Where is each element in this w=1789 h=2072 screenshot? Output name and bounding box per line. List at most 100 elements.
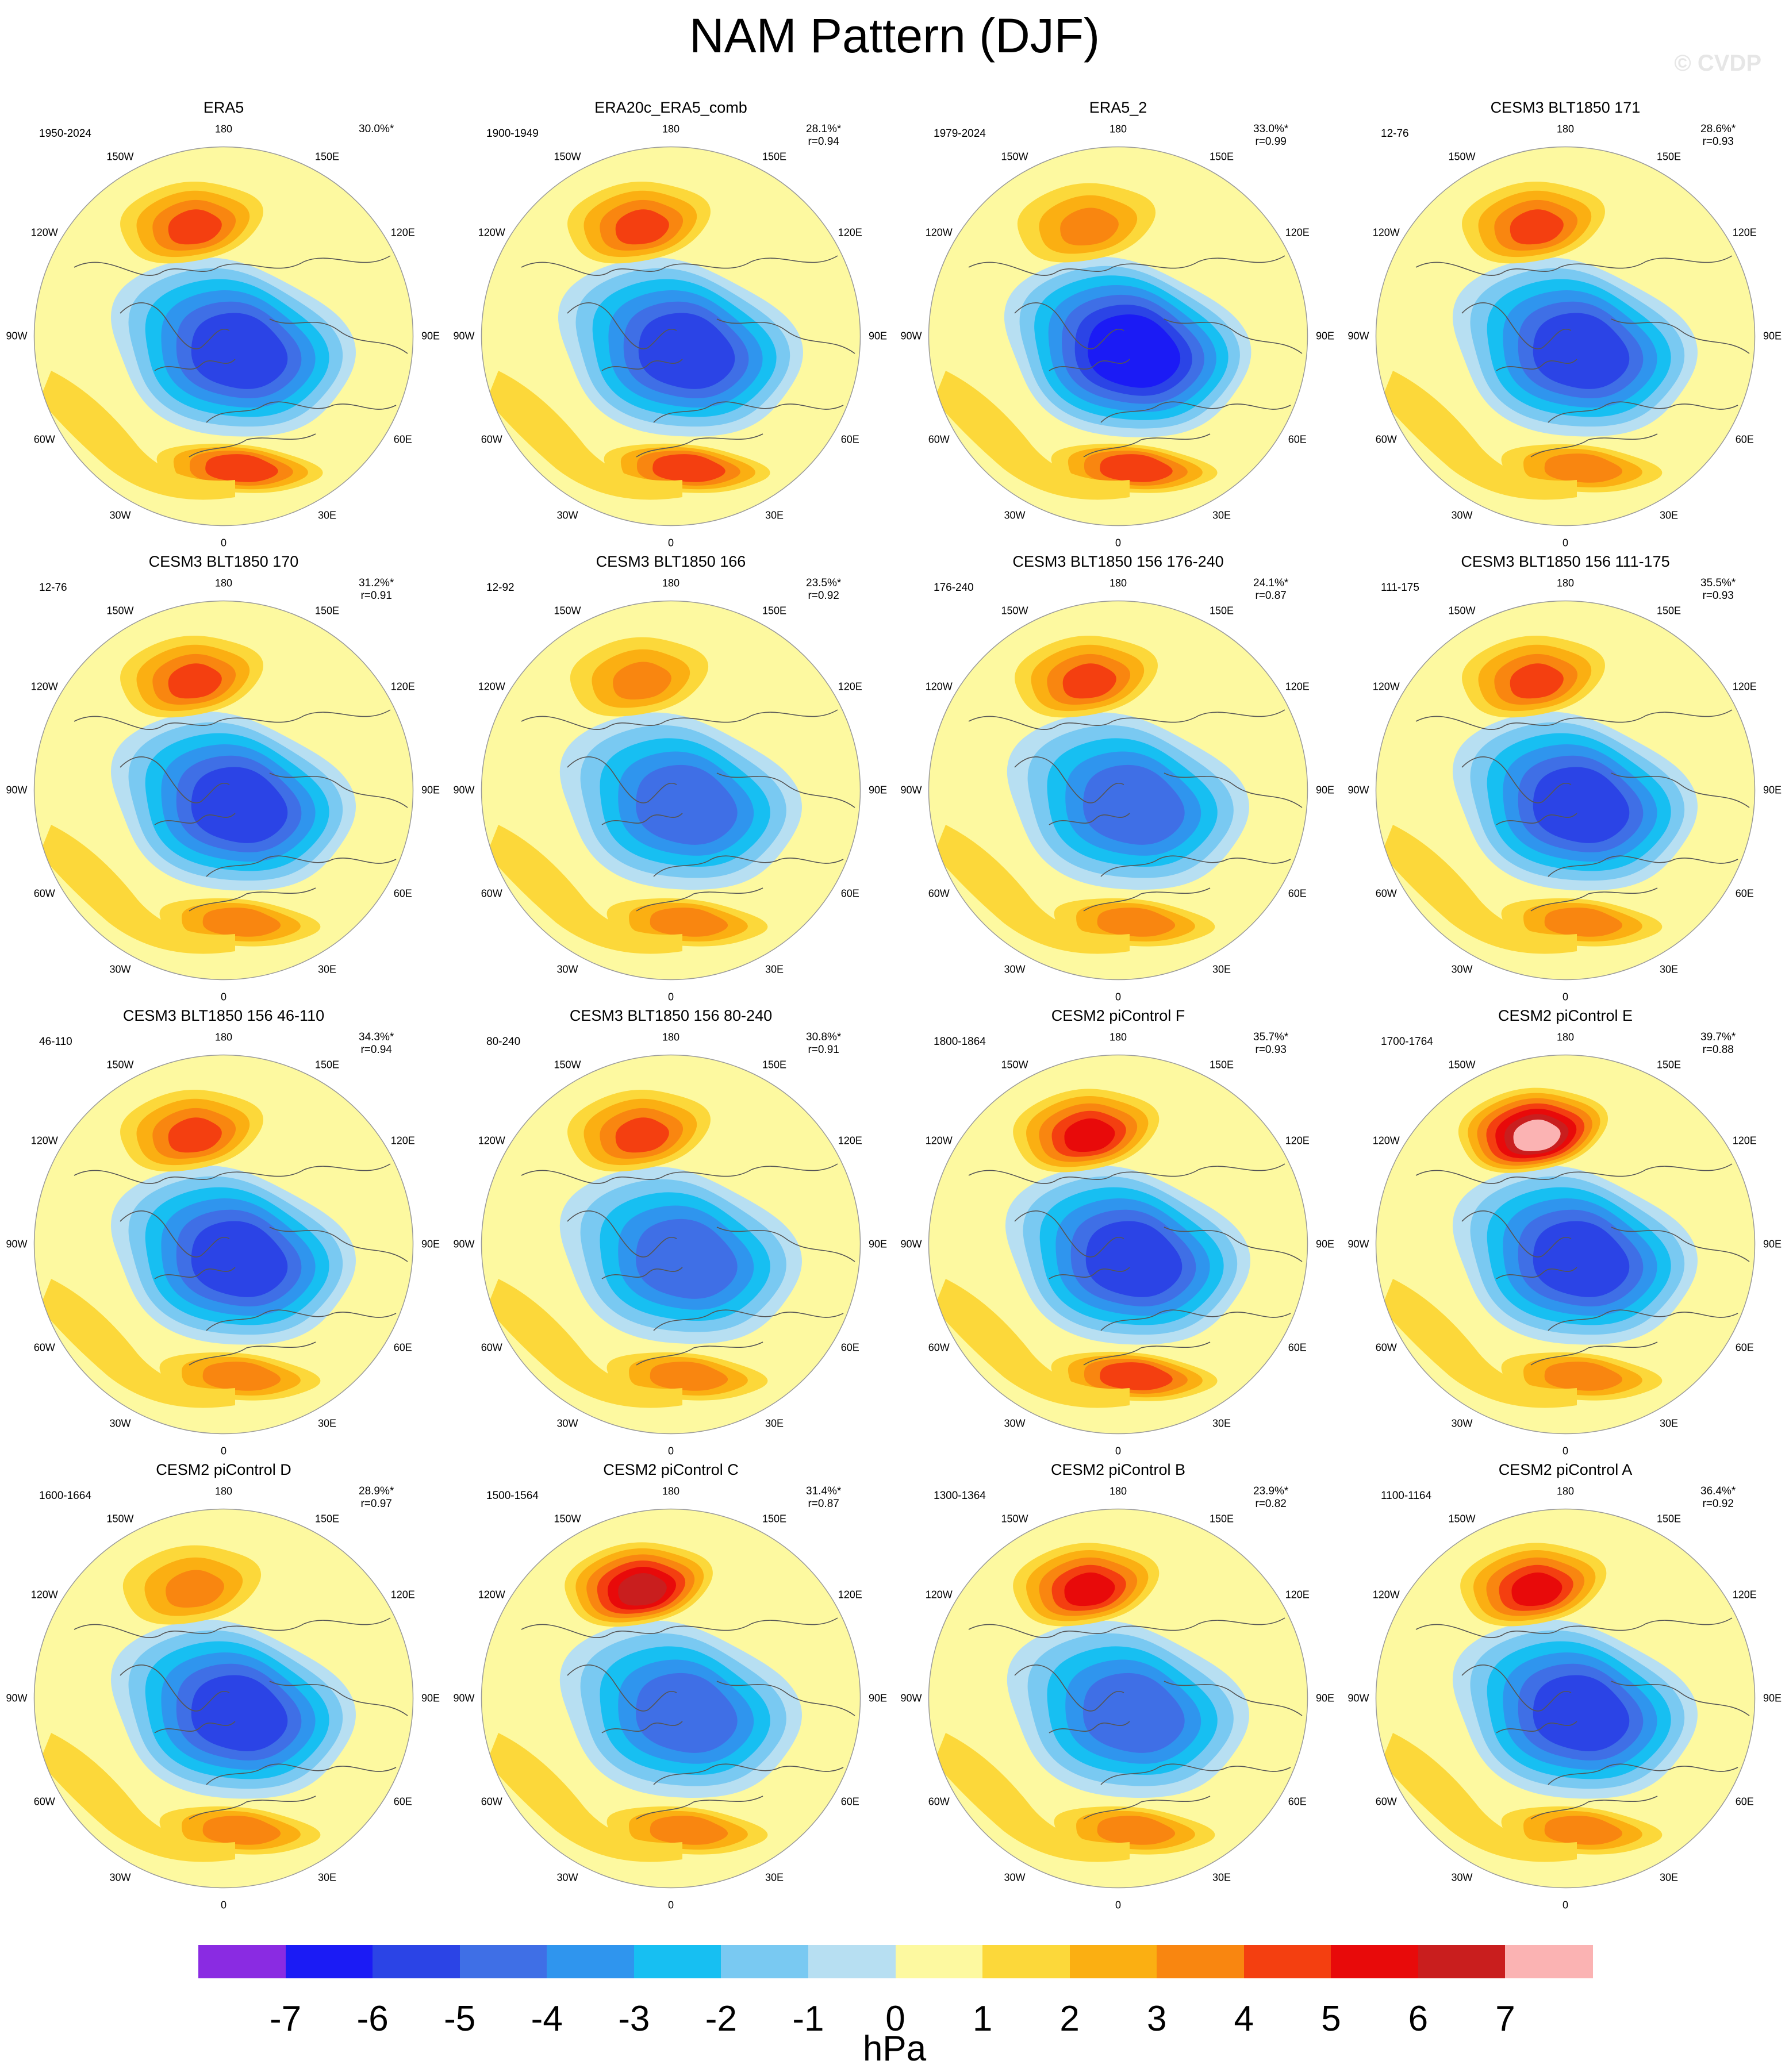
panel-title: CESM3 BLT1850 156 111-175 <box>1461 553 1670 570</box>
explained-variance: 31.4%* <box>806 1485 842 1497</box>
coastline <box>1548 1309 1738 1331</box>
longitude-label: 180 <box>662 577 680 589</box>
cvdp-watermark: © CVDP <box>1674 51 1761 76</box>
longitude-label: 120E <box>838 226 862 239</box>
longitude-label: 30W <box>556 1417 578 1429</box>
polar-map <box>33 146 414 526</box>
panel-stats: 23.5%* r=0.92 <box>806 577 841 602</box>
coastline <box>1049 359 1130 371</box>
longitude-label: 30E <box>1659 1871 1679 1883</box>
coastline <box>1548 1763 1738 1785</box>
coastline <box>567 302 677 349</box>
colorbar-swatch <box>1243 1945 1331 1978</box>
low-pressure-contour <box>1085 1221 1183 1297</box>
figure-title: NAM Pattern (DJF) <box>689 9 1100 63</box>
longitude-label: 60W <box>928 887 950 899</box>
longitude-label: 120W <box>1372 1589 1400 1601</box>
pacific-high-contour <box>1064 1118 1115 1152</box>
longitude-label: 120W <box>1372 681 1400 693</box>
longitude-label: 30W <box>109 1871 131 1883</box>
panel-stats: 31.2%* r=0.91 <box>359 577 394 602</box>
longitude-label: 60W <box>928 1796 950 1808</box>
panel-stats: 36.4%* r=0.92 <box>1700 1485 1736 1510</box>
polar-map <box>1375 600 1756 981</box>
atlantic-high-contour <box>1544 1362 1623 1391</box>
longitude-label: 60E <box>1288 433 1307 445</box>
longitude-label: 60E <box>393 1341 412 1354</box>
polar-map <box>481 1508 861 1889</box>
longitude-label: 30E <box>317 1871 337 1883</box>
panel-stats: 28.1%* r=0.94 <box>806 123 841 148</box>
map-panel: CESM2 piControl B 1300-1364 23.9%* r=0.82 18… <box>894 1460 1342 1914</box>
longitude-label: 150W <box>554 1513 581 1525</box>
coastline <box>269 1227 408 1262</box>
longitude-label: 0 <box>667 991 674 1003</box>
low-pressure-contour <box>1082 1673 1185 1753</box>
longitude-label: 60W <box>481 887 502 899</box>
low-pressure-contour <box>635 764 738 845</box>
longitude-label: 180 <box>1109 123 1127 135</box>
explained-variance: 30.8%* <box>806 1031 842 1043</box>
coastline <box>1461 1664 1572 1712</box>
panel-period: 1900-1949 <box>486 128 539 140</box>
longitude-label: 150W <box>1001 151 1028 163</box>
longitude-label: 90W <box>900 1238 922 1250</box>
polar-map <box>481 146 861 526</box>
longitude-label: 60W <box>33 1796 55 1808</box>
coastline <box>653 1763 844 1785</box>
map-boundary <box>33 146 414 526</box>
map-panel: CESM3 BLT1850 156 46-110 46-110 34.3%* r=0.… <box>0 1006 447 1460</box>
map-boundary <box>33 1508 414 1889</box>
low-pressure-contour <box>1533 1675 1630 1751</box>
longitude-label: 90E <box>421 1692 440 1704</box>
longitude-label: 150E <box>762 1059 787 1071</box>
longitude-label: 150W <box>1448 1059 1476 1071</box>
map-boundary <box>481 146 861 526</box>
atlantic-high-contour <box>650 908 728 937</box>
panel-title: CESM2 piControl E <box>1498 1007 1633 1024</box>
panel-stats: 28.6%* r=0.93 <box>1700 123 1736 148</box>
longitude-label: 180 <box>662 123 680 135</box>
pacific-high-contour <box>1510 663 1564 699</box>
colorbar-tick: 5 <box>1321 1999 1341 2039</box>
longitude-label: 90W <box>453 1692 475 1704</box>
longitude-label: 90W <box>900 330 922 342</box>
panel-period: 1700-1764 <box>1381 1036 1433 1048</box>
map-boundary <box>481 600 861 981</box>
coastline <box>968 709 1285 730</box>
longitude-label: 30W <box>556 509 578 521</box>
coastline <box>636 433 763 458</box>
map-boundary <box>928 1508 1308 1889</box>
longitude-label: 90E <box>1763 330 1782 342</box>
longitude-label: 60E <box>840 1341 859 1354</box>
polar-map <box>481 1054 861 1435</box>
map-panel: CESM2 piControl E 1700-1764 39.7%* r=0.88 18… <box>1342 1006 1789 1460</box>
low-pressure-contour <box>191 1221 288 1297</box>
longitude-label: 30E <box>1659 509 1679 521</box>
coastline <box>120 756 230 804</box>
longitude-label: 120E <box>1732 1589 1757 1601</box>
colorbar-tick: 3 <box>1146 1999 1167 2039</box>
longitude-label: 150E <box>1209 151 1234 163</box>
longitude-label: 90E <box>868 330 888 342</box>
longitude-label: 150E <box>762 151 787 163</box>
longitude-label: 120E <box>1732 226 1757 239</box>
atlantic-high-contour <box>1097 908 1176 937</box>
longitude-label: 150W <box>554 151 581 163</box>
longitude-label: 30W <box>556 1871 578 1883</box>
longitude-label: 30E <box>1659 963 1679 975</box>
colorbar-tick: 1 <box>972 1999 993 2039</box>
longitude-label: 60E <box>1735 887 1754 899</box>
colorbar-swatch <box>459 1945 547 1978</box>
map-panel: CESM3 BLT1850 171 12-76 28.6%* r=0.93 180 150… <box>1342 98 1789 552</box>
explained-variance: 24.1%* <box>1253 577 1289 589</box>
coastline <box>1415 709 1733 730</box>
explained-variance: 28.9%* <box>359 1485 394 1497</box>
longitude-label: 90W <box>6 1692 28 1704</box>
colorbar-swatch <box>285 1945 373 1978</box>
map-panel: CESM2 piControl D 1600-1664 28.9%* r=0.97 18… <box>0 1460 447 1914</box>
pacific-high-contour <box>1064 1572 1115 1606</box>
longitude-label: 120E <box>1285 681 1310 693</box>
pacific-high-contour <box>166 1570 224 1608</box>
polar-map <box>928 1508 1308 1889</box>
